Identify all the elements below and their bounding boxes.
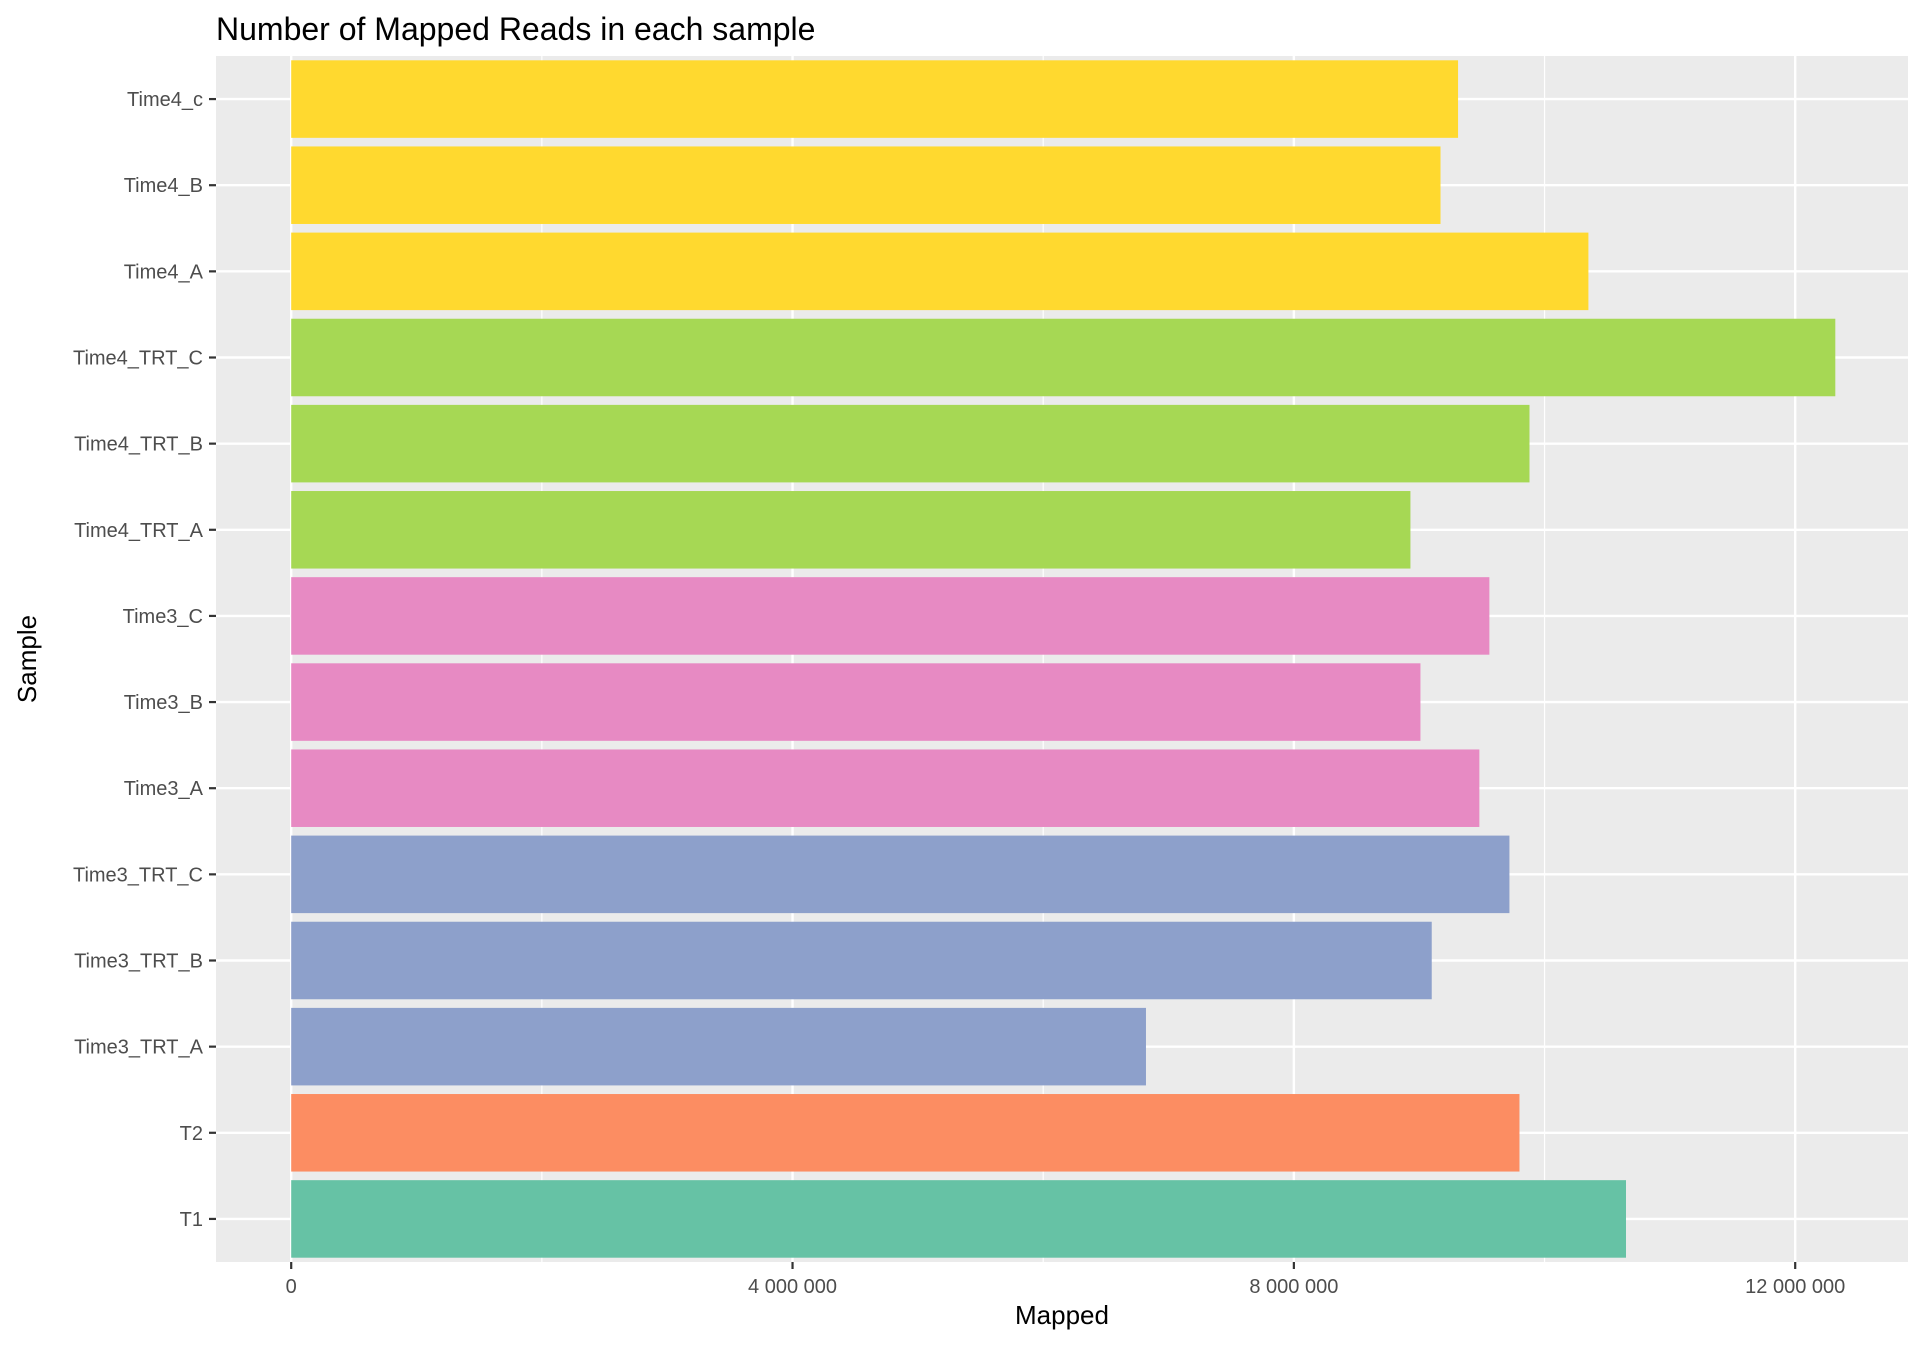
y-tick-label: Time3_TRT_A [74, 1037, 204, 1059]
x-axis-title: Mapped [1015, 1300, 1109, 1330]
axes: T1 T2 Time3_TRT_A Time3_TRT_B Time3_TRT_C Tim… [73, 89, 1845, 1298]
y-tick-label: Time3_B [124, 692, 203, 714]
y-tick-label: T1 [180, 1209, 203, 1231]
y-tick-label: Time4_B [124, 175, 203, 197]
bar-T1 [291, 1180, 1627, 1258]
bar-Time3_TRT_A [291, 1007, 1146, 1086]
bar-Time4_c [291, 60, 1459, 138]
bar-Time3_B [291, 663, 1421, 741]
chart-title: Number of Mapped Reads in each sample [216, 11, 815, 47]
bar-Time4_TRT_B [291, 404, 1530, 483]
bar-T2 [291, 1094, 1520, 1172]
y-tick-label: Time3_TRT_C [73, 864, 203, 886]
y-axis-title: Sample [12, 615, 42, 703]
bar-Time3_A [291, 749, 1480, 827]
bar-Time4_B [291, 146, 1441, 224]
y-tick-label: Time4_A [124, 261, 204, 283]
y-tick-label: Time3_TRT_B [74, 951, 203, 973]
y-tick-label: T2 [180, 1123, 203, 1145]
y-tick-label: Time3_C [123, 606, 203, 628]
bar-Time4_TRT_C [291, 318, 1836, 397]
y-tick-label: Time4_c [127, 89, 203, 111]
x-tick-label: 0 [286, 1276, 297, 1298]
bar-Time3_TRT_B [291, 921, 1432, 1000]
bars [291, 60, 1836, 1258]
bar-Time3_TRT_C [291, 835, 1510, 914]
y-tick-label: Time3_A [124, 778, 204, 800]
x-tick-label: 4 000 000 [748, 1276, 837, 1298]
x-tick-label: 8 000 000 [1249, 1276, 1338, 1298]
y-tick-label: Time4_TRT_C [73, 348, 203, 370]
bar-Time4_TRT_A [291, 491, 1411, 569]
y-tick-label: Time4_TRT_A [74, 520, 204, 542]
y-tick-label: Time4_TRT_B [74, 434, 203, 456]
bar-Time4_A [291, 232, 1589, 311]
x-tick-label: 12 000 000 [1745, 1276, 1845, 1298]
bar-Time3_C [291, 577, 1490, 655]
